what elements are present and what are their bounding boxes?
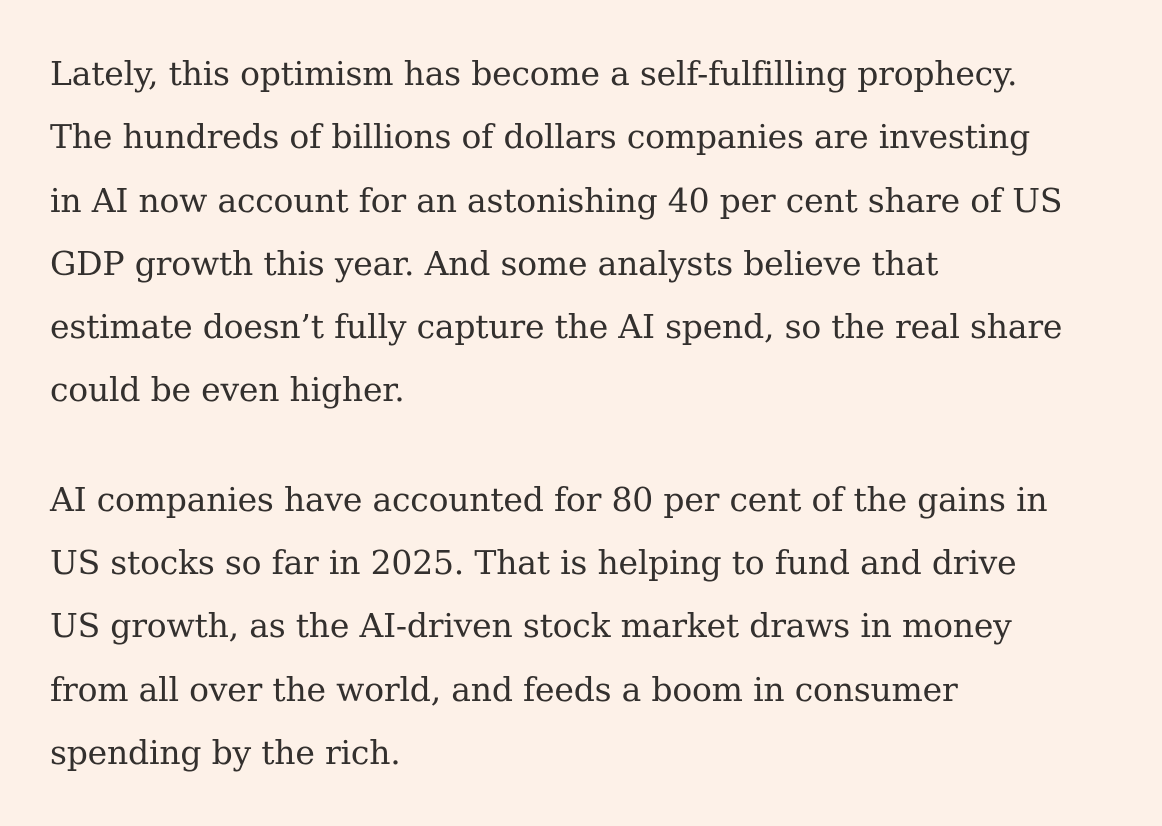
text-line: spending by the rich. xyxy=(50,732,401,772)
text-line: US growth, as the AI-driven stock market… xyxy=(50,606,1012,646)
text-line: from all over the world, and feeds a boo… xyxy=(50,669,958,709)
text-line: in AI now account for an astonishing 40 … xyxy=(50,180,1063,220)
paragraph-ai-stock-gains: AI companies have accounted for 80 per c… xyxy=(50,468,1140,784)
text-line: US stocks so far in 2025. That is helpin… xyxy=(50,543,1017,583)
article-body: Lately, this optimism has become a self-… xyxy=(50,42,1140,784)
text-line: Lately, this optimism has become a self-… xyxy=(50,54,1018,93)
text-line: GDP growth this year. And some analysts … xyxy=(50,243,939,283)
text-line: estimate doesn’t fully capture the AI sp… xyxy=(50,307,1063,347)
text-line: could be even higher. xyxy=(50,370,405,410)
text-line: AI companies have accounted for 80 per c… xyxy=(50,479,1048,519)
paragraph-ai-gdp-growth: Lately, this optimism has become a self-… xyxy=(50,42,1140,422)
text-line: The hundreds of billions of dollars comp… xyxy=(50,117,1031,157)
